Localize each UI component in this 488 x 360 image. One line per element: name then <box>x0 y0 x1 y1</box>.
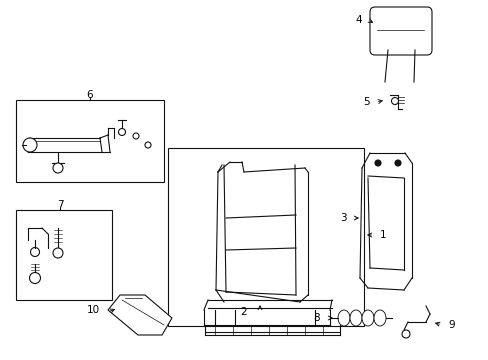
Circle shape <box>29 273 41 284</box>
Text: 9: 9 <box>447 320 454 330</box>
Polygon shape <box>108 295 172 335</box>
Ellipse shape <box>361 310 373 326</box>
Circle shape <box>394 160 400 166</box>
Text: 5: 5 <box>363 97 369 107</box>
Circle shape <box>53 163 63 173</box>
Text: 6: 6 <box>86 90 93 100</box>
FancyBboxPatch shape <box>369 7 431 55</box>
Circle shape <box>374 160 380 166</box>
Circle shape <box>30 248 40 256</box>
Bar <box>16 100 163 182</box>
Bar <box>16 210 112 300</box>
Text: 10: 10 <box>87 305 100 315</box>
Text: 8: 8 <box>313 313 319 323</box>
Bar <box>168 148 363 326</box>
Ellipse shape <box>337 310 349 326</box>
Text: 1: 1 <box>379 230 386 240</box>
Circle shape <box>133 133 139 139</box>
Text: 2: 2 <box>240 307 246 317</box>
Text: 4: 4 <box>355 15 361 25</box>
Circle shape <box>401 330 409 338</box>
Ellipse shape <box>373 310 385 326</box>
Circle shape <box>391 98 398 104</box>
Text: 7: 7 <box>57 200 63 210</box>
Ellipse shape <box>349 310 361 326</box>
Circle shape <box>118 129 125 135</box>
Text: 3: 3 <box>340 213 346 223</box>
Circle shape <box>53 248 63 258</box>
Circle shape <box>23 138 37 152</box>
Circle shape <box>145 142 151 148</box>
